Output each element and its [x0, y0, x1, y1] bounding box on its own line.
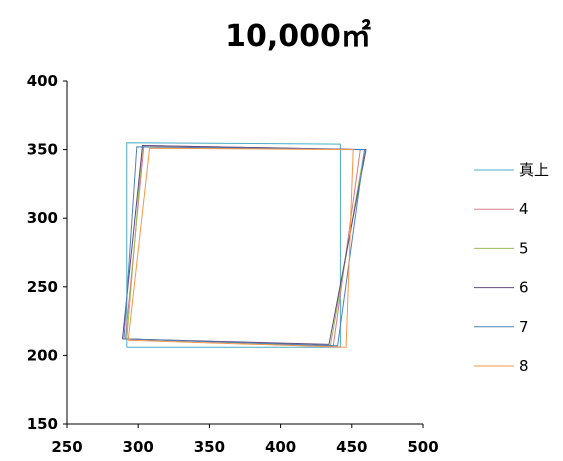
- y-tick-label: 200: [27, 346, 58, 364]
- legend-label: 4: [519, 200, 529, 218]
- legend-label: 5: [519, 239, 529, 257]
- plot-area: [122, 142, 367, 348]
- y-tick-label: 300: [27, 209, 58, 227]
- x-tick-label: 400: [265, 438, 296, 456]
- x-tick-label: 450: [336, 438, 367, 456]
- legend-label: 真上: [519, 161, 549, 179]
- chart-title: 10,000㎡: [225, 19, 371, 54]
- legend-label: 7: [519, 318, 529, 336]
- y-tick-label: 150: [27, 415, 58, 433]
- series-line-4: [123, 146, 366, 347]
- series-line-3: [122, 144, 367, 345]
- y-tick-label: 350: [27, 141, 58, 159]
- series-line-0: [126, 142, 341, 348]
- x-tick-label: 350: [194, 438, 225, 456]
- y-tick-label: 250: [27, 278, 58, 296]
- legend-label: 8: [519, 357, 529, 375]
- x-tick-label: 250: [51, 438, 82, 456]
- series-line-1: [124, 144, 361, 347]
- x-tick-label: 300: [123, 438, 154, 456]
- x-tick-label: 500: [407, 438, 438, 456]
- legend-label: 6: [519, 279, 529, 297]
- series-line-2: [126, 146, 366, 347]
- y-tick-label: 400: [27, 72, 58, 90]
- legend: 真上 4 5 6 7 8: [474, 161, 549, 375]
- series-line-5: [127, 147, 354, 348]
- axes: 150 200 250 300 350 400 250 300 350 400 450 500: [27, 72, 439, 456]
